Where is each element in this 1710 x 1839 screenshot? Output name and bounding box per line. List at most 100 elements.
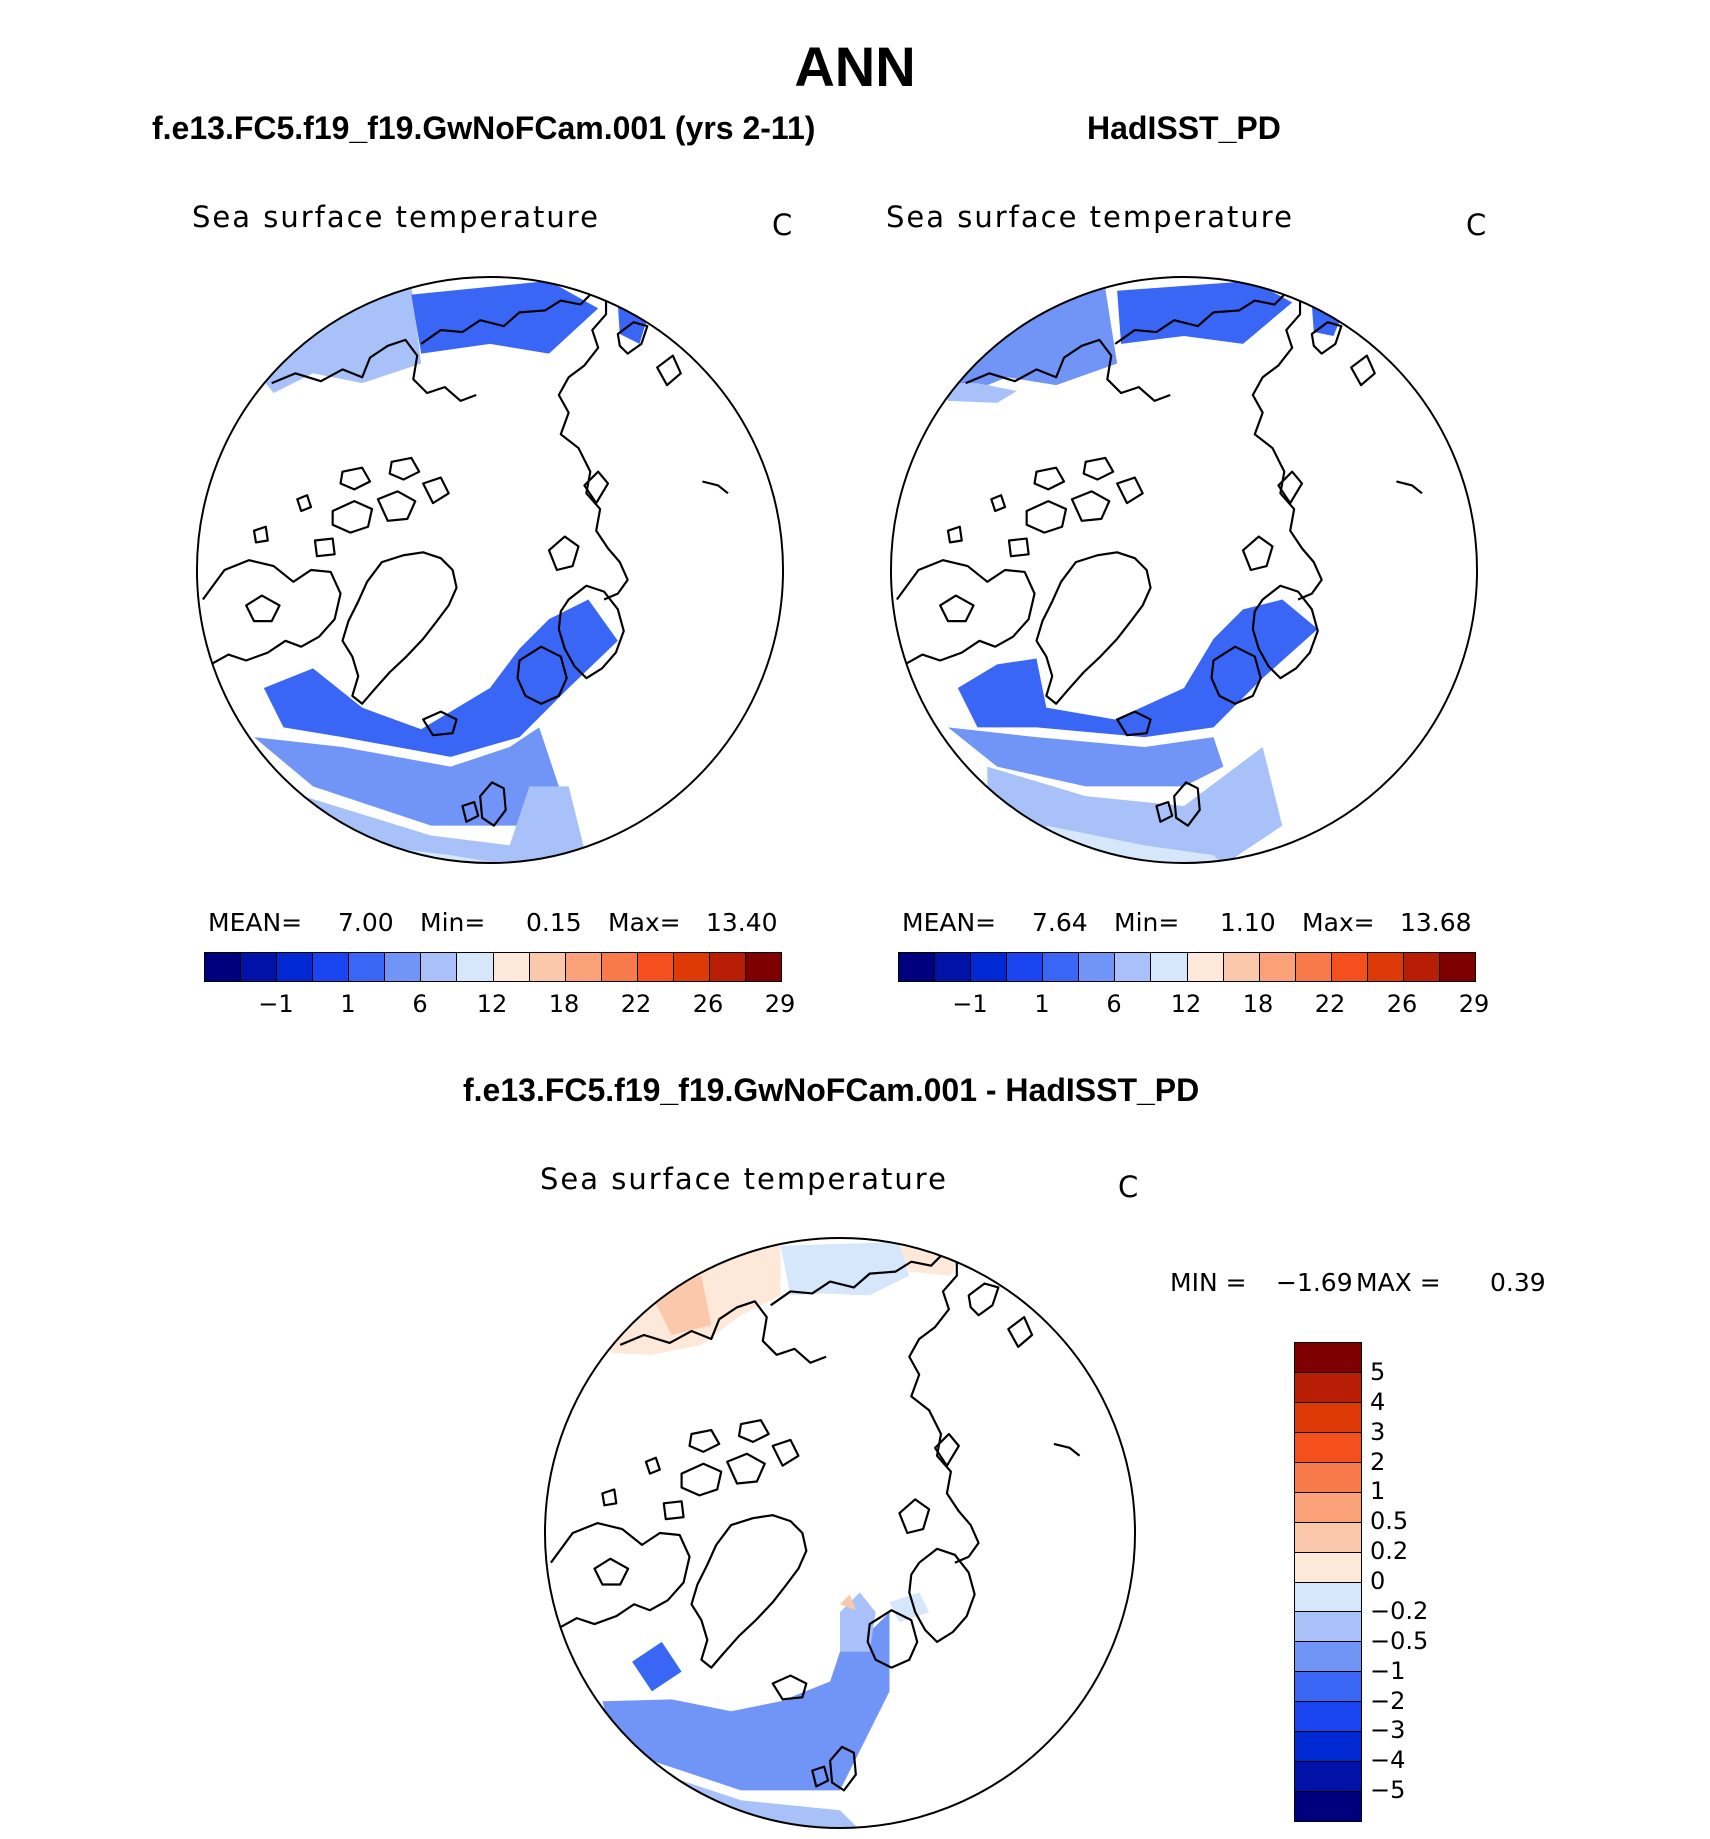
colorbar-tick-label: −2 bbox=[1370, 1686, 1406, 1715]
panel-1-colorbar-labels: −1 1 6 12 18 22 26 29 bbox=[204, 990, 795, 1020]
colorbar-swatch bbox=[1295, 1522, 1361, 1553]
colorbar-swatch bbox=[1295, 1372, 1361, 1403]
sst-region-bering bbox=[617, 304, 650, 344]
colorbar-tick-label: 1 bbox=[1034, 990, 1050, 1018]
sst-region-atlantic-mid bbox=[948, 727, 1224, 787]
colorbar-swatch bbox=[899, 953, 936, 981]
colorbar-tick-label: 6 bbox=[412, 990, 428, 1018]
colorbar-swatch bbox=[457, 953, 494, 981]
colorbar-swatch bbox=[277, 953, 314, 981]
panel-2-mean-value: 7.64 bbox=[1032, 908, 1088, 937]
panel-1-min-value: 0.15 bbox=[526, 908, 582, 937]
panel-3-polar-map bbox=[543, 1236, 1137, 1830]
colorbar-swatch bbox=[1223, 953, 1260, 981]
panel-3-min-label: MIN = bbox=[1170, 1268, 1247, 1297]
panel-1-units: C bbox=[772, 208, 793, 242]
colorbar-swatch bbox=[1295, 1612, 1361, 1643]
colorbar-swatch bbox=[673, 953, 710, 981]
colorbar-tick-label: 22 bbox=[620, 990, 652, 1018]
panel-2-title: HadISST_PD bbox=[1087, 110, 1281, 146]
panel-2-polar-map bbox=[889, 275, 1479, 865]
sst-region-pacific-deep bbox=[411, 280, 599, 354]
colorbar-swatch bbox=[1295, 1432, 1361, 1463]
panel-2-variable-label: Sea surface temperature bbox=[886, 200, 1294, 234]
panel-1-colorbar bbox=[204, 952, 782, 982]
colorbar-swatch bbox=[1295, 1792, 1361, 1821]
colorbar-tick-label: 4 bbox=[1370, 1387, 1386, 1416]
colorbar-tick-label: 1 bbox=[340, 990, 356, 1018]
colorbar-swatch bbox=[1295, 1492, 1361, 1523]
sst-region-pacific-light bbox=[938, 383, 1017, 403]
colorbar-tick-label: 3 bbox=[1370, 1417, 1386, 1446]
panel-1-variable-label: Sea surface temperature bbox=[192, 200, 600, 234]
colorbar-swatch bbox=[1367, 953, 1404, 981]
colorbar-swatch bbox=[709, 953, 746, 981]
diff-region-barents-positive bbox=[840, 1594, 856, 1611]
colorbar-tick-label: 29 bbox=[1458, 990, 1490, 1018]
colorbar-swatch bbox=[1439, 953, 1475, 981]
colorbar-swatch bbox=[1295, 1732, 1361, 1763]
panel-2-mean-label: MEAN= bbox=[902, 908, 997, 937]
page-title: ANN bbox=[794, 35, 916, 98]
colorbar-swatch bbox=[935, 953, 972, 981]
colorbar-tick-label: 2 bbox=[1370, 1447, 1386, 1476]
colorbar-swatch bbox=[1295, 1462, 1361, 1493]
colorbar-swatch bbox=[637, 953, 674, 981]
panel-3-title: f.e13.FC5.f19_f19.GwNoFCam.001 - HadISST… bbox=[463, 1072, 1200, 1108]
colorbar-tick-label: −3 bbox=[1370, 1716, 1406, 1745]
colorbar-swatch bbox=[1295, 1582, 1361, 1613]
colorbar-tick-label: 6 bbox=[1106, 990, 1122, 1018]
panel-2-colorbar bbox=[898, 952, 1476, 982]
panel-3-variable-label: Sea surface temperature bbox=[540, 1162, 948, 1196]
panel-2-max-label: Max= bbox=[1302, 908, 1375, 937]
colorbar-tick-label: 12 bbox=[1170, 990, 1202, 1018]
colorbar-tick-label: 0.5 bbox=[1370, 1507, 1409, 1536]
panel-2-min-value: 1.10 bbox=[1220, 908, 1276, 937]
colorbar-swatch bbox=[1043, 953, 1080, 981]
colorbar-swatch bbox=[1403, 953, 1440, 981]
panel-3-min-value: −1.69 bbox=[1276, 1268, 1353, 1297]
colorbar-tick-label: 0.2 bbox=[1370, 1537, 1409, 1566]
colorbar-swatch bbox=[971, 953, 1008, 981]
diff-region-atlantic-mid bbox=[602, 1612, 890, 1791]
colorbar-tick-label: −4 bbox=[1370, 1746, 1406, 1775]
panel-1-max-label: Max= bbox=[608, 908, 681, 937]
sst-region-pacific bbox=[948, 288, 1118, 393]
colorbar-swatch bbox=[1007, 953, 1044, 981]
colorbar-swatch bbox=[1259, 953, 1296, 981]
panel-1-polar-map bbox=[195, 275, 785, 865]
diff-region-pacific-negative bbox=[780, 1241, 910, 1296]
colorbar-swatch bbox=[529, 953, 566, 981]
colorbar-swatch bbox=[205, 953, 242, 981]
colorbar-tick-label: −0.2 bbox=[1370, 1596, 1429, 1625]
colorbar-swatch bbox=[421, 953, 458, 981]
panel-1-map-border bbox=[195, 275, 785, 865]
colorbar-swatch bbox=[349, 953, 386, 981]
colorbar-tick-label: 29 bbox=[764, 990, 796, 1018]
colorbar-swatch bbox=[1295, 1552, 1361, 1583]
panel-1-max-value: 13.40 bbox=[706, 908, 778, 937]
colorbar-swatch bbox=[1295, 1343, 1361, 1373]
colorbar-tick-label: 1 bbox=[1370, 1477, 1386, 1506]
panel-1-title: f.e13.FC5.f19_f19.GwNoFCam.001 (yrs 2-11… bbox=[152, 110, 816, 146]
colorbar-swatch bbox=[1295, 1762, 1361, 1793]
panel-2-max-value: 13.68 bbox=[1400, 908, 1472, 937]
panel-2-colorbar-labels: −1 1 6 12 18 22 26 29 bbox=[898, 990, 1489, 1020]
panel-3-stats: MIN = −1.69 MAX = 0.39 bbox=[1170, 1268, 1570, 1298]
panel-3-units: C bbox=[1118, 1170, 1139, 1204]
colorbar-swatch bbox=[1295, 1672, 1361, 1703]
colorbar-tick-label: −0.5 bbox=[1370, 1626, 1429, 1655]
colorbar-swatch bbox=[493, 953, 530, 981]
panel-1-mean-value: 7.00 bbox=[338, 908, 394, 937]
colorbar-swatch bbox=[1187, 953, 1224, 981]
panel-1-stats: MEAN= 7.00 Min= 0.15 Max= 13.40 bbox=[208, 908, 788, 938]
colorbar-tick-label: 18 bbox=[548, 990, 580, 1018]
colorbar-tick-label: 26 bbox=[692, 990, 724, 1018]
panel-2-stats: MEAN= 7.64 Min= 1.10 Max= 13.68 bbox=[902, 908, 1482, 938]
panel-3-map-border bbox=[543, 1236, 1137, 1830]
colorbar-tick-label: 26 bbox=[1386, 990, 1418, 1018]
panel-2-map-border bbox=[889, 275, 1479, 865]
colorbar-swatch bbox=[241, 953, 278, 981]
colorbar-tick-label: −5 bbox=[1370, 1776, 1406, 1805]
colorbar-tick-label: −1 bbox=[1370, 1656, 1406, 1685]
